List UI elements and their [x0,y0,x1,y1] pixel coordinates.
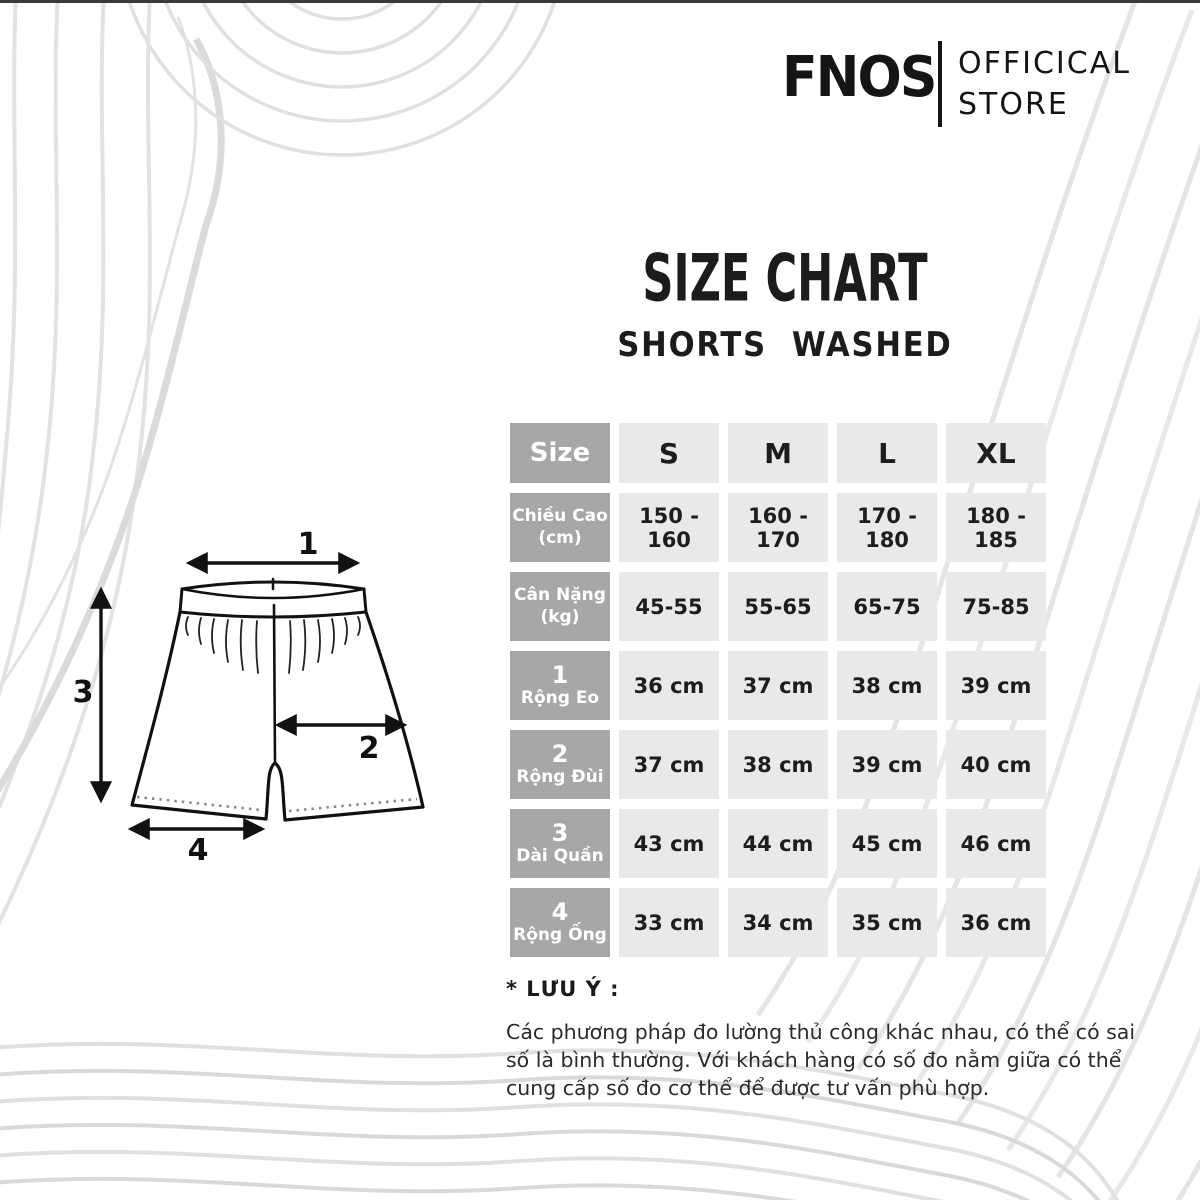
measure-label-4: 4 [187,833,209,868]
value-cell: 39 cm [837,730,937,799]
table-header-xl: XL [946,423,1046,483]
value-cell: 65-75 [837,572,937,641]
brand-logo: FNOS OFFICICAL STORE [782,37,1182,137]
shorts-outline [130,603,425,822]
brand-store-label: OFFICICAL STORE [958,43,1131,125]
value-cell: 43 cm [619,809,719,878]
row-label-rong-eo: 1 Rộng Eo [510,651,610,720]
shorts-drawing [89,551,425,841]
brand-name: FNOS [782,45,937,110]
table-header-s: S [619,423,719,483]
value-cell: 150 - 160 [619,493,719,562]
shorts-measurement-diagram: 1 2 3 4 [70,515,480,875]
row-label-rong-dui: 2 Rộng Đùi [510,730,610,799]
value-cell: 160 - 170 [728,493,828,562]
measure-label-1: 1 [297,527,319,562]
value-cell: 170 - 180 [837,493,937,562]
row-label-chieu-cao: Chiều Cao (cm) [510,493,610,562]
value-cell: 36 cm [619,651,719,720]
value-cell: 35 cm [837,888,937,957]
value-cell: 38 cm [728,730,828,799]
row-label-can-nang: Cân Nặng (kg) [510,572,610,641]
value-cell: 36 cm [946,888,1046,957]
hem-stitch-lines [136,795,418,813]
value-cell: 39 cm [946,651,1046,720]
page-title: SIZE CHART [642,241,928,317]
row-label-dai-quan: 3 Dài Quần [510,809,610,878]
table-header-l: L [837,423,937,483]
value-cell: 180 - 185 [946,493,1046,562]
note-heading: * LƯU Ý : [506,977,620,1001]
table-header-size: Size [510,423,610,483]
contour-arcs-top [128,3,556,157]
value-cell: 37 cm [619,730,719,799]
row-label-rong-ong: 4 Rộng Ống [510,888,610,957]
title-block: SIZE CHART SHORTS WASHED [490,241,1080,365]
measure-label-2: 2 [358,731,380,766]
fabric-gather-lines [185,616,361,674]
page-subtitle: SHORTS WASHED [617,325,953,365]
value-cell: 33 cm [619,888,719,957]
value-cell: 55-65 [728,572,828,641]
value-cell: 37 cm [728,651,828,720]
size-table: Size S M L XL Chiều Cao (cm) 150 - 160 1… [510,423,1046,957]
brand-store-line2: STORE [958,87,1069,122]
value-cell: 34 cm [728,888,828,957]
value-cell: 44 cm [728,809,828,878]
measurement-arrows [89,551,408,841]
measure-label-3: 3 [72,675,94,710]
logo-divider [938,41,942,127]
value-cell: 40 cm [946,730,1046,799]
contour-waves-bottom [0,1041,1125,1200]
value-cell: 45-55 [619,572,719,641]
value-cell: 38 cm [837,651,937,720]
value-cell: 45 cm [837,809,937,878]
note-body: Các phương pháp đo lường thủ công khác n… [506,1020,1136,1100]
contour-lines-top-left [0,3,225,926]
value-cell: 75-85 [946,572,1046,641]
table-header-m: M [728,423,828,483]
topographic-background [0,3,1200,1200]
brand-store-line1: OFFICICAL [958,46,1131,81]
value-cell: 46 cm [946,809,1046,878]
